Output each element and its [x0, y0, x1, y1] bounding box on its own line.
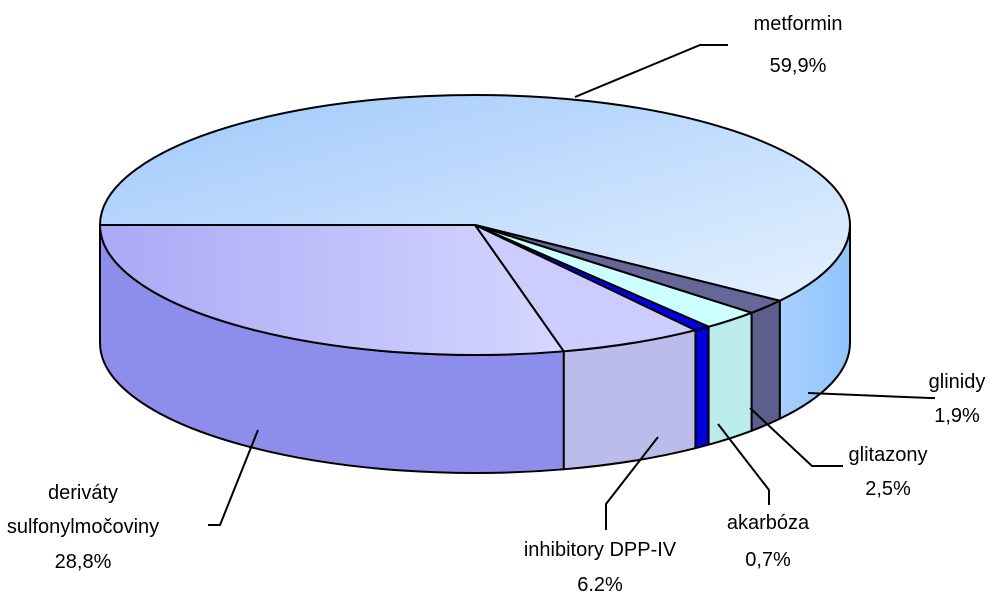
slice-side-glitazony	[707, 311, 753, 446]
slice-label-metformin: metformin	[754, 13, 843, 35]
leader-line-glinidy	[807, 392, 935, 399]
slice-label-inhibitory-dpp-iv: inhibitory DPP-IV	[524, 539, 677, 561]
leader-lines	[208, 44, 935, 530]
slice-labels: metformin 59,9% glinidy 1,9% glitazony 2,5% ak…	[7, 13, 986, 596]
slice-side-akarboza	[694, 325, 710, 450]
leader-line-akarboza	[717, 423, 770, 505]
pie-sides	[99, 224, 851, 474]
slice-side-glinidy	[750, 299, 781, 432]
slice-value-inhibitory-dpp-iv: 6.2%	[577, 574, 623, 596]
leader-line-derivaty-sulfonylmocoviny	[208, 429, 259, 526]
slice-value-glinidy: 1,9%	[934, 405, 980, 427]
slice-value-akarboza: 0,7%	[745, 549, 791, 571]
slice-value-derivaty-sulfonylmocoviny: 28,8%	[55, 551, 112, 573]
slice-inhibitory-dpp-iv	[474, 224, 697, 353]
slice-label-derivaty-sulfonylmocoviny-line2: sulfonylmočoviny	[7, 516, 159, 538]
slice-side-inhibitory-dpp-iv	[562, 329, 697, 471]
leader-line-glitazony	[749, 407, 843, 467]
slice-derivaty-sulfonylmocoviny	[99, 224, 565, 356]
slice-value-glitazony: 2,5%	[865, 478, 911, 500]
slice-metformin	[99, 94, 851, 302]
pie-tops	[99, 94, 851, 356]
slice-label-glinidy: glinidy	[929, 371, 986, 393]
slice-label-akarboza: akarbóza	[727, 512, 810, 534]
slice-label-glitazony: glitazony	[849, 444, 928, 466]
slice-value-metformin: 59,9%	[770, 55, 827, 77]
leader-line-metformin	[574, 44, 728, 98]
slice-label-derivaty-sulfonylmocoviny: deriváty	[48, 482, 118, 504]
leader-line-inhibitory-dpp-iv	[605, 436, 659, 530]
